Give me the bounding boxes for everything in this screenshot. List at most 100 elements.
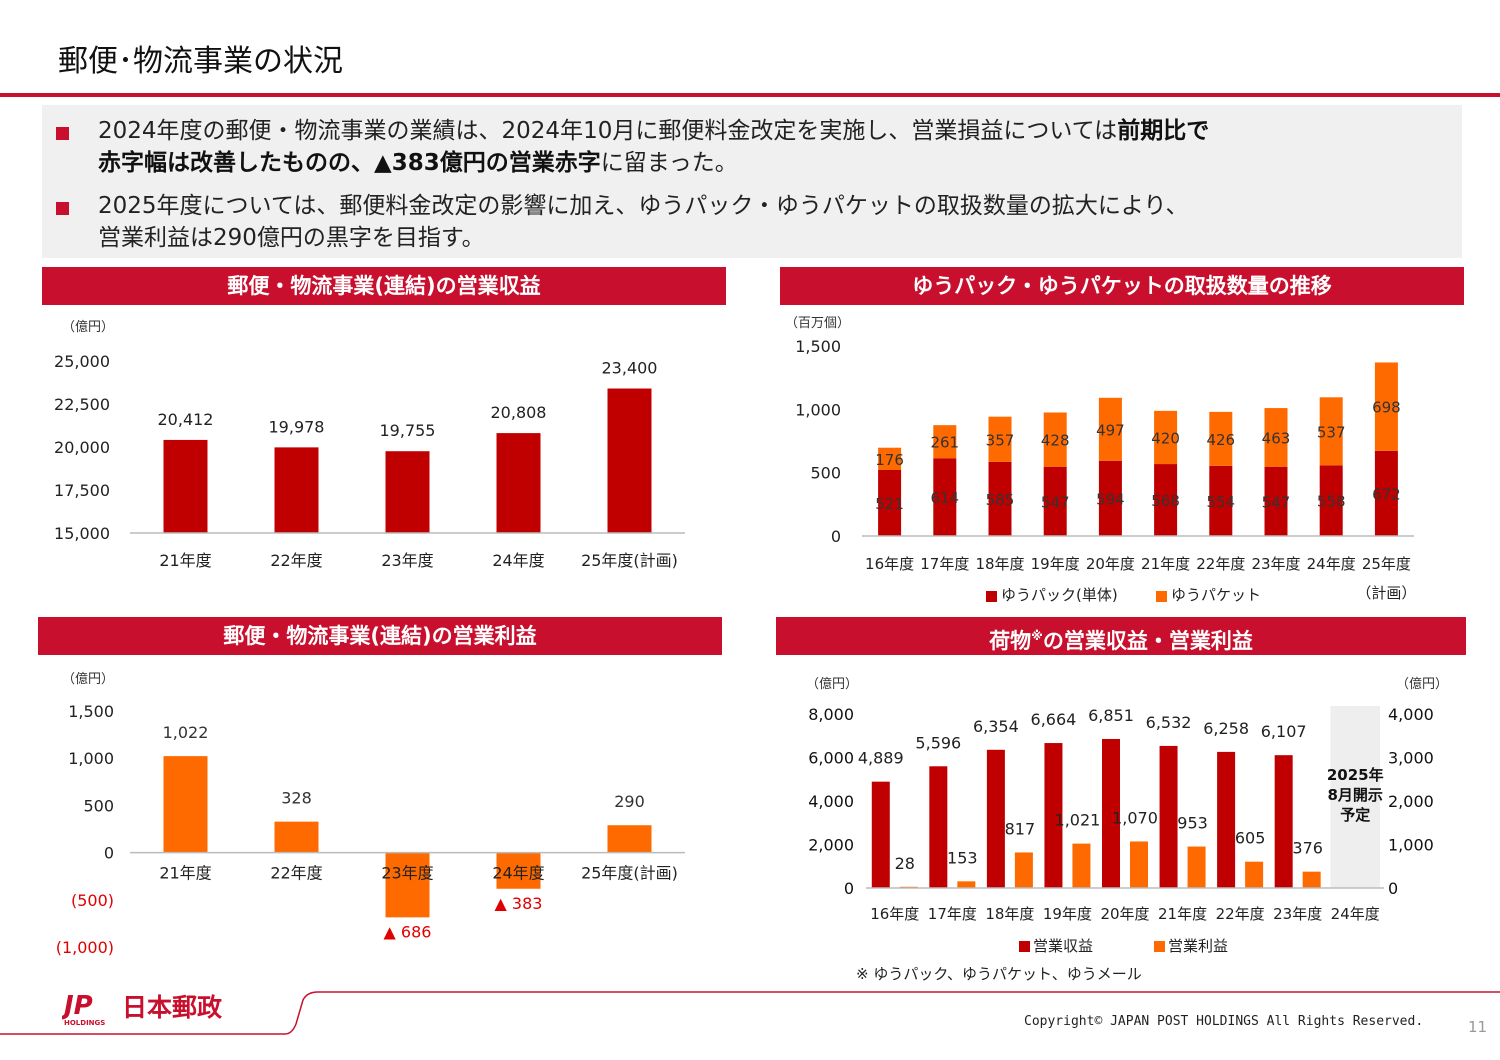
parcel-income-bar: [1302, 871, 1321, 888]
op-income-value-label: ▲ 383: [495, 894, 543, 913]
parcel-placeholder-text: 8月開示: [1328, 786, 1383, 804]
volume-ytick-label: 1,000: [795, 400, 841, 419]
parcel-category-label: 23年度: [1273, 905, 1322, 923]
summary-bullet-1: 2024年度の郵便・物流事業の業績は、2024年10月に郵便料金改定を実施し、営…: [56, 115, 1456, 179]
volume-category-label: 19年度: [1031, 555, 1080, 573]
revenue-bar: [163, 439, 208, 533]
parcel-revenue-bar: [986, 749, 1005, 888]
op-income-ytick-label: 1,500: [68, 702, 114, 721]
parcel-footnote: ※ ゆうパック、ゆうパケット、ゆうメール: [856, 965, 1142, 983]
parcel-income-bar: [1130, 841, 1148, 888]
parcel-revenue-bar: [1274, 755, 1293, 888]
parcel-revenue-label: 6,354: [973, 717, 1019, 736]
volume-bar-yupacket: [1264, 408, 1288, 467]
op-income-category-label: 23年度: [381, 864, 433, 883]
volume-bar-yupack: [1098, 460, 1122, 536]
revenue-bar: [496, 433, 541, 533]
legend-revenue-label: 営業収益: [1033, 937, 1093, 955]
parcel-revenue-label: 6,258: [1203, 719, 1249, 738]
volume-plan-note: （計画）: [1356, 584, 1416, 602]
summary-box: 2024年度の郵便・物流事業の業績は、2024年10月に郵便料金改定を実施し、営…: [42, 105, 1462, 258]
revenue-bar: [385, 451, 430, 533]
volume-bar-yupack: [1319, 465, 1343, 536]
volume-yupack-label: 558: [1317, 493, 1346, 511]
volume-category-label: 21年度: [1141, 555, 1190, 573]
parcel-ytick-left: 2,000: [808, 836, 854, 855]
parcel-ytick-right: 1,000: [1388, 836, 1434, 855]
volume-ytick-label: 500: [810, 464, 841, 483]
volume-ytick-label: 1,500: [795, 337, 841, 356]
volume-yupack-label: 672: [1372, 485, 1401, 503]
volume-category-label: 17年度: [920, 555, 969, 573]
revenue-value-label: 19,755: [380, 421, 436, 440]
parcel-income-label: 28: [895, 854, 915, 873]
volume-bar-yupacket: [1319, 397, 1343, 466]
bullet-1-bold-a: 前期比で: [1117, 118, 1210, 144]
volume-yupack-label: 614: [930, 489, 959, 507]
revenue-category-label: 23年度: [381, 551, 433, 570]
volume-category-label: 20年度: [1086, 555, 1135, 573]
footer-logo: JP HOLDINGS 日本郵政: [59, 988, 312, 1032]
revenue-value-label: 20,808: [491, 403, 547, 422]
revenue-value-label: 19,978: [269, 417, 325, 436]
volume-ytick-label: 0: [831, 527, 841, 546]
bullet-1-bold-b: 赤字幅は改善したものの、▲383億円の営業赤字: [98, 150, 601, 176]
op-income-value-label: 328: [281, 789, 312, 808]
op-income-ytick-label: 1,000: [68, 749, 114, 768]
legend-income-swatch: [1154, 941, 1165, 952]
parcel-title-pre: 荷物: [989, 629, 1032, 653]
legend-income-label: 営業利益: [1168, 937, 1228, 955]
revenue-value-label: 23,400: [602, 359, 658, 378]
parcel-income-bar: [1187, 846, 1206, 888]
volume-yupack-label: 554: [1206, 493, 1235, 511]
legend-yupacket-label: ゆうパケット: [1171, 586, 1261, 604]
parcel-placeholder-text: 予定: [1340, 806, 1370, 824]
parcel-income-label: 1,070: [1112, 808, 1158, 827]
volume-yupack-label: 585: [986, 491, 1015, 509]
volume-category-label: 23年度: [1251, 555, 1300, 573]
volume-category-label: 16年度: [865, 555, 914, 573]
volume-unit-label: （百万個）: [785, 316, 850, 331]
volume-bar-yupacket: [1154, 410, 1178, 465]
volume-yupacket-label: 463: [1262, 429, 1291, 447]
parcel-unit-right: （億円）: [1396, 676, 1448, 692]
bullet-2-line-1: 2025年度については、郵便料金改定の影響に加え、ゆうパック・ゆうパケットの取扱…: [98, 193, 1189, 219]
volume-yupack-label: 568: [1151, 492, 1180, 510]
page-number: 11: [1468, 1018, 1488, 1036]
op-income-ytick-label: (500): [71, 891, 114, 910]
volume-yupacket-label: 420: [1151, 429, 1180, 447]
op-income-value-label: 290: [614, 792, 645, 811]
revenue-category-label: 21年度: [159, 551, 211, 570]
volume-bar-yupack: [1154, 464, 1178, 536]
volume-bar-yupack: [1043, 466, 1067, 536]
parcel-income-bar: [1072, 843, 1091, 888]
parcel-placeholder-text: 2025年: [1327, 766, 1384, 784]
volume-category-label: 18年度: [975, 555, 1024, 573]
legend-yupack-label: ゆうパック(単体): [1001, 586, 1118, 604]
op-income-chart-title: 郵便・物流事業(連結)の営業利益: [38, 617, 722, 655]
summary-bullet-2: 2025年度については、郵便料金改定の影響に加え、ゆうパック・ゆうパケットの取扱…: [56, 190, 1456, 254]
revenue-value-label: 20,412: [158, 410, 214, 429]
parcel-chart-title: 荷物※の営業収益・営業利益: [776, 617, 1466, 655]
op-income-bar: [385, 852, 430, 918]
volume-bar-yupacket: [933, 425, 957, 459]
volume-bar-yupack: [878, 470, 902, 536]
parcel-unit-left: （億円）: [806, 676, 858, 692]
volume-yupacket-label: 261: [930, 434, 959, 452]
op-income-ytick-label: 0: [104, 844, 114, 863]
parcel-revenue-label: 6,851: [1088, 706, 1134, 725]
bullet-1-text: 2024年度の郵便・物流事業の業績は、2024年10月に郵便料金改定を実施し、営…: [98, 118, 1118, 144]
parcel-income-bar: [1245, 861, 1264, 888]
volume-bar-yupacket: [1098, 397, 1122, 461]
parcel-income-label: 605: [1235, 829, 1266, 848]
op-income-category-label: 24年度: [492, 864, 544, 883]
logo-holdings: HOLDINGS: [64, 1019, 105, 1027]
volume-yupack-label: 594: [1096, 490, 1125, 508]
parcel-revenue-bar: [1159, 745, 1178, 888]
parcel-category-label: 24年度: [1331, 905, 1380, 923]
revenue-ytick-label: 20,000: [54, 438, 110, 457]
logo-text: 日本郵政: [122, 993, 223, 1022]
parcel-income-label: 817: [1005, 819, 1036, 838]
volume-yupacket-label: 698: [1372, 399, 1401, 417]
volume-bar-yupack: [1374, 450, 1398, 536]
